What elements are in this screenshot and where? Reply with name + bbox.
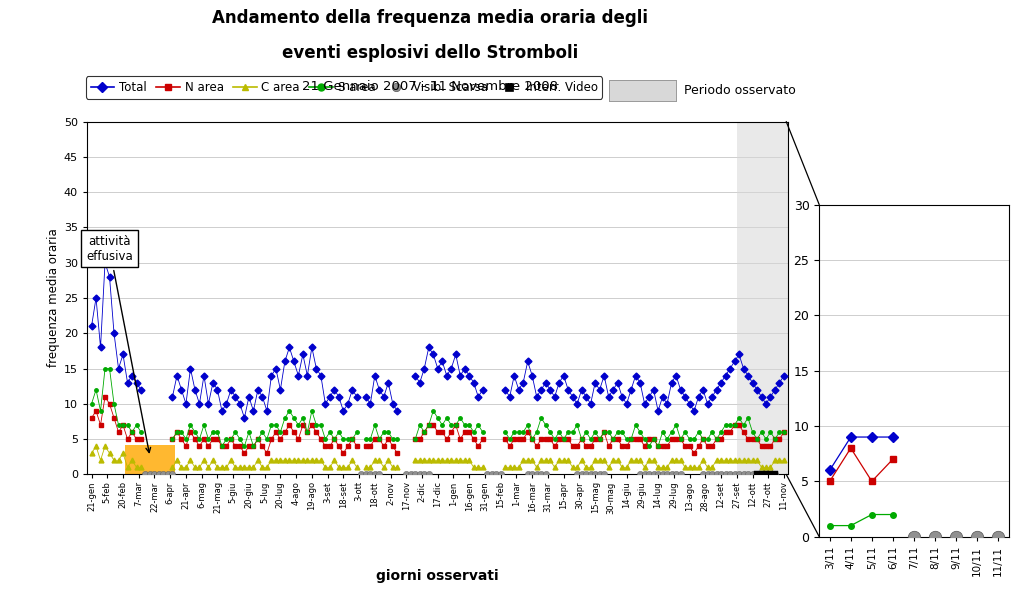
Text: Periodo osservato: Periodo osservato	[684, 84, 796, 97]
Text: attività
effusiva: attività effusiva	[86, 235, 151, 452]
Text: Andamento della frequenza media oraria degli: Andamento della frequenza media oraria d…	[212, 9, 648, 27]
Y-axis label: frequenza media oraria: frequenza media oraria	[47, 229, 59, 367]
Legend: Total, N area, C area, S area, Visib. Scarsa, Interr. Video: Total, N area, C area, S area, Visib. Sc…	[86, 76, 602, 99]
Text: eventi esplosivi dello Stromboli: eventi esplosivi dello Stromboli	[282, 44, 579, 62]
Bar	[125, 445, 175, 474]
Bar	[737, 122, 788, 474]
Text: 21 Gennaio 2007 - 11 Novembre 2008: 21 Gennaio 2007 - 11 Novembre 2008	[302, 80, 558, 93]
X-axis label: giorni osservati: giorni osservati	[377, 569, 499, 583]
